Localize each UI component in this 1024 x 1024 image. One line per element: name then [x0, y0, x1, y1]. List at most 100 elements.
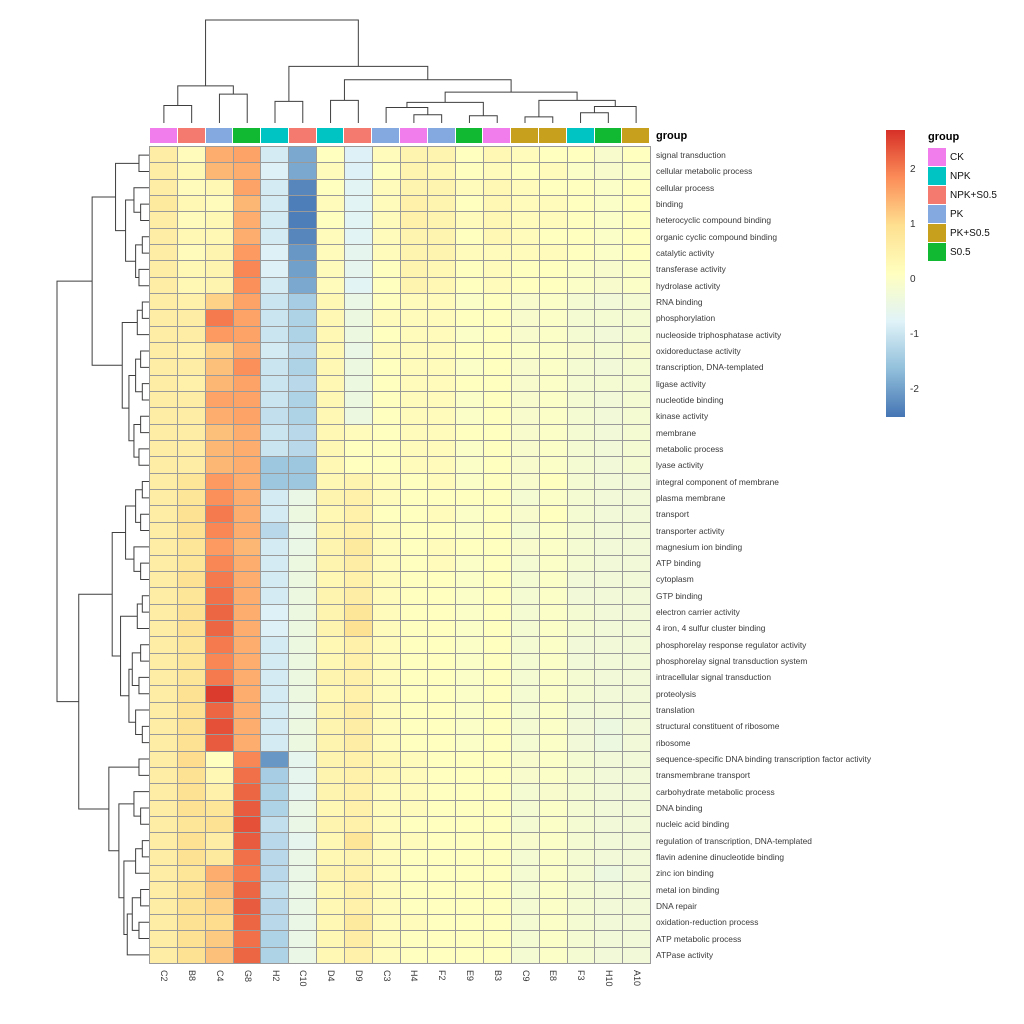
row-label: oxidoreductase activity [656, 346, 741, 356]
heatmap-cell [567, 604, 595, 620]
heatmap-cell [205, 310, 233, 326]
heatmap-cell [595, 473, 623, 490]
heatmap-cell [372, 261, 400, 277]
heatmap-cell [233, 179, 261, 196]
heatmap-cell [317, 277, 344, 294]
heatmap-cell [261, 571, 289, 588]
heatmap-cell [289, 588, 316, 604]
heatmap-cell [428, 784, 456, 800]
heatmap-cell [484, 767, 511, 784]
heatmap-cell [177, 571, 205, 588]
heatmap-cell [400, 261, 428, 277]
heatmap-cell [177, 735, 205, 751]
heatmap-cell [317, 147, 344, 163]
heatmap-cell [289, 408, 316, 424]
row-label: structural constituent of ribosome [656, 721, 780, 732]
heatmap-cell [539, 588, 567, 604]
heatmap-cell [400, 392, 428, 408]
heatmap-cell [317, 310, 344, 326]
heatmap-cell [261, 898, 289, 914]
heatmap-cell [233, 555, 261, 571]
heatmap-cell [317, 784, 344, 800]
row-label: transporter activity [656, 525, 725, 536]
heatmap-cell [456, 294, 483, 310]
heatmap-cell [484, 718, 511, 735]
heatmap-cell [372, 392, 400, 408]
heatmap-cell [595, 163, 623, 179]
heatmap-cell [567, 506, 595, 522]
heatmap-cell [150, 294, 177, 310]
heatmap-cell [428, 588, 456, 604]
heatmap-cell [539, 882, 567, 898]
annotation-cell-C4 [205, 128, 233, 143]
row-label: cytoplasm [656, 574, 694, 585]
column-label: H2 [270, 970, 281, 982]
heatmap-cell [177, 653, 205, 669]
heatmap-cell [511, 849, 539, 865]
heatmap-cell [372, 196, 400, 212]
heatmap-cell [539, 163, 567, 179]
heatmap-cell [289, 702, 316, 718]
heatmap-cell [539, 767, 567, 784]
heatmap-cell [289, 343, 316, 359]
heatmap-cell [484, 931, 511, 947]
heatmap-cell [511, 506, 539, 522]
heatmap-cell [511, 865, 539, 882]
heatmap-cell [317, 588, 344, 604]
heatmap-cell [205, 326, 233, 343]
heatmap-grid[interactable] [149, 146, 651, 964]
heatmap-cell [317, 898, 344, 914]
heatmap-cell [372, 343, 400, 359]
heatmap-cell [511, 277, 539, 294]
column-label: D4 [326, 970, 337, 982]
heatmap-cell [428, 522, 456, 539]
color-scale-bar [886, 130, 905, 417]
row-label: hydrolase activity [656, 280, 721, 291]
heatmap-cell [456, 865, 483, 882]
heatmap-cell [539, 392, 567, 408]
heatmap-cell [456, 490, 483, 506]
heatmap-cell [261, 245, 289, 261]
heatmap-cell [177, 359, 205, 375]
heatmap-cell [317, 163, 344, 179]
heatmap-cell [261, 604, 289, 620]
row-label: DNA binding [656, 802, 703, 813]
heatmap-cell [595, 686, 623, 702]
heatmap-cell [205, 669, 233, 686]
legend-swatch-NPK+S0.5 [928, 186, 946, 204]
heatmap-cell [344, 196, 372, 212]
heatmap-cell [150, 506, 177, 522]
scale-tick-label: -2 [910, 384, 919, 396]
heatmap-cell [567, 261, 595, 277]
heatmap-cell [205, 767, 233, 784]
heatmap-cell [177, 343, 205, 359]
heatmap-cell [428, 212, 456, 228]
heatmap-cell [150, 277, 177, 294]
heatmap-cell [456, 196, 483, 212]
heatmap-cell [317, 816, 344, 833]
row-label: heterocyclic compound binding [656, 215, 771, 226]
heatmap-cell [623, 326, 650, 343]
heatmap-cell [511, 931, 539, 947]
heatmap-cell [177, 506, 205, 522]
heatmap-cell [456, 506, 483, 522]
heatmap-cell [456, 555, 483, 571]
heatmap-cell [344, 359, 372, 375]
annotation-cell-C9 [511, 128, 538, 143]
heatmap-cell [567, 882, 595, 898]
row-label: ATPase activity [656, 949, 714, 960]
heatmap-cell [261, 735, 289, 751]
heatmap-cell [428, 179, 456, 196]
heatmap-cell [177, 228, 205, 245]
heatmap-cell [400, 326, 428, 343]
heatmap-cell [623, 441, 650, 457]
heatmap-cell [344, 539, 372, 555]
heatmap-cell [233, 800, 261, 816]
heatmap-cell [372, 702, 400, 718]
heatmap-cell [595, 767, 623, 784]
heatmap-cell [511, 947, 539, 963]
heatmap-cell [289, 914, 316, 931]
heatmap-cell [205, 914, 233, 931]
heatmap-cell [344, 490, 372, 506]
heatmap-cell [511, 588, 539, 604]
